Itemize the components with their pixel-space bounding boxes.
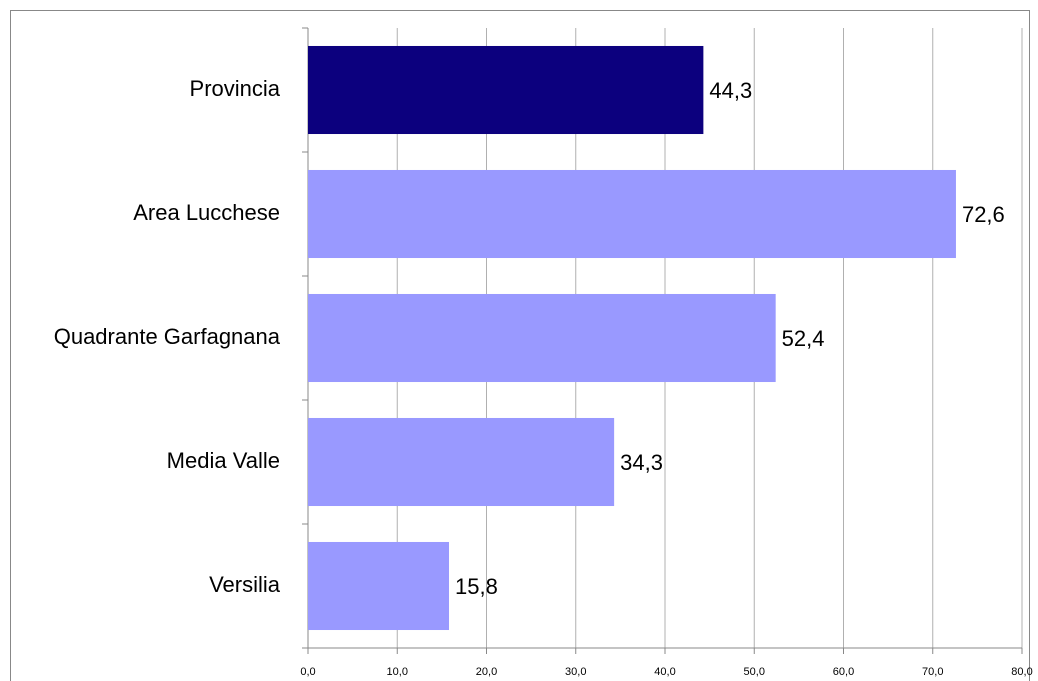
x-tick-label: 30,0 xyxy=(565,666,586,678)
x-tick-label: 0,0 xyxy=(300,666,315,678)
value-label: 15,8 xyxy=(455,574,498,599)
x-tick-label: 70,0 xyxy=(922,666,943,678)
bar xyxy=(308,417,615,507)
x-tick-label: 60,0 xyxy=(833,666,854,678)
value-label: 34,3 xyxy=(620,450,663,475)
y-tick-label: Versilia xyxy=(209,572,281,597)
bar xyxy=(308,45,704,135)
value-label: 72,6 xyxy=(962,202,1005,227)
bar xyxy=(308,541,450,631)
y-tick-label: Provincia xyxy=(190,76,281,101)
x-tick-label: 40,0 xyxy=(654,666,675,678)
value-label: 52,4 xyxy=(782,326,825,351)
bar xyxy=(308,169,956,259)
chart-frame xyxy=(10,10,1030,681)
x-tick-label: 50,0 xyxy=(744,666,765,678)
value-label: 44,3 xyxy=(709,78,752,103)
x-tick-label: 10,0 xyxy=(387,666,408,678)
y-tick-label: Area Lucchese xyxy=(133,200,280,225)
bar xyxy=(308,293,776,383)
x-tick-label: 80,0 xyxy=(1011,666,1032,678)
y-tick-label: Media Valle xyxy=(167,448,280,473)
y-tick-label: Quadrante Garfagnana xyxy=(54,324,281,349)
x-tick-label: 20,0 xyxy=(476,666,497,678)
